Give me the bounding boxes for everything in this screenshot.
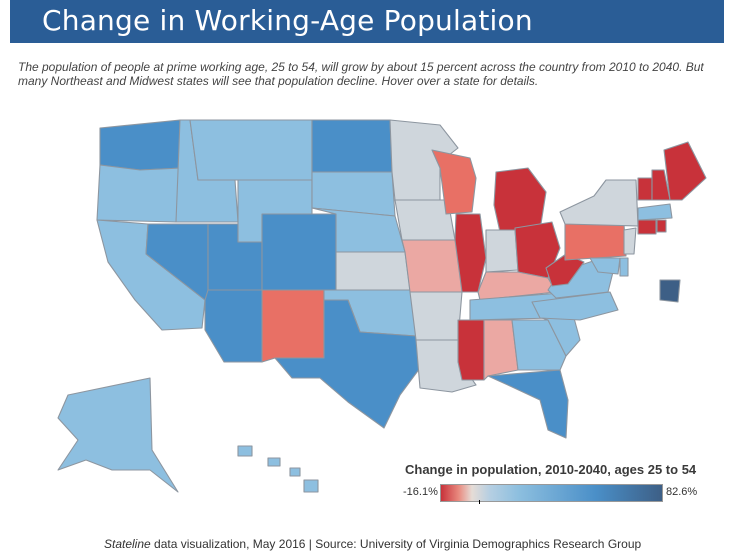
state-indiana[interactable]: Indiana [485,229,519,273]
state-georgia[interactable]: Georgia [511,319,567,371]
state-oregon[interactable]: Oregon [96,164,183,223]
state-maryland[interactable]: Maryland [589,257,621,275]
legend-zero-tick [479,500,480,504]
state-maine[interactable]: Maine [663,141,707,201]
page-title: Change in Working-Age Population [42,4,533,37]
legend-min-label: -16.1% [403,486,438,498]
footer-source: data visualization, May 2016 | Source: U… [150,537,642,551]
state-hawaii[interactable]: Hawaii [237,445,253,457]
state-wisconsin[interactable]: Wisconsin [431,149,477,215]
state-kansas[interactable]: Kansas [335,251,411,291]
state-west-virginia[interactable]: West Virginia [545,253,585,287]
state-new-york[interactable]: New York [559,179,639,227]
state-connecticut[interactable]: Connecticut [637,219,657,235]
state-hawaii-island[interactable] [289,467,301,477]
state-florida[interactable]: Florida [487,369,569,439]
state-texas[interactable]: Texas [274,299,421,429]
state-new-jersey[interactable]: New Jersey [623,227,637,255]
state-washington[interactable]: Washington [99,119,183,171]
state-mississippi[interactable]: Mississippi [457,319,485,381]
legend-max-label: 82.6% [666,486,698,498]
intro-text: The population of people at prime workin… [18,60,704,88]
title-bar: Change in Working-Age Population [10,0,724,43]
state-minnesota[interactable]: Minnesota [389,119,459,201]
state-massachusetts[interactable]: Massachusetts [637,203,673,221]
state-montana[interactable]: Montana [189,119,313,181]
footer-credit: Stateline data visualization, May 2016 |… [104,537,641,551]
state-vermont[interactable]: Vermont [637,177,653,201]
state-michigan[interactable]: Michigan [493,167,547,233]
state-colorado[interactable]: Colorado [261,213,337,291]
state-north-dakota[interactable]: North Dakota [311,119,393,173]
legend-title: Change in population, 2010-2040, ages 25… [405,462,697,477]
state-arizona[interactable]: Arizona [204,289,263,363]
footer-publication: Stateline [104,537,151,551]
state-alabama[interactable]: Alabama [483,319,519,381]
state-district-of-columbia[interactable]: District of Columbia [659,279,681,303]
state-new-mexico[interactable]: New Mexico [261,289,325,363]
state-rhode-island[interactable]: Rhode Island [656,219,667,233]
state-alaska[interactable]: Alaska [57,377,179,493]
legend-color-scale [440,484,663,502]
state-pennsylvania[interactable]: Pennsylvania [564,223,627,261]
state-delaware[interactable]: Delaware [619,257,629,277]
state-hawaii-island[interactable] [303,479,319,493]
state-hawaii-island[interactable] [267,457,281,467]
state-arkansas[interactable]: Arkansas [409,291,463,341]
